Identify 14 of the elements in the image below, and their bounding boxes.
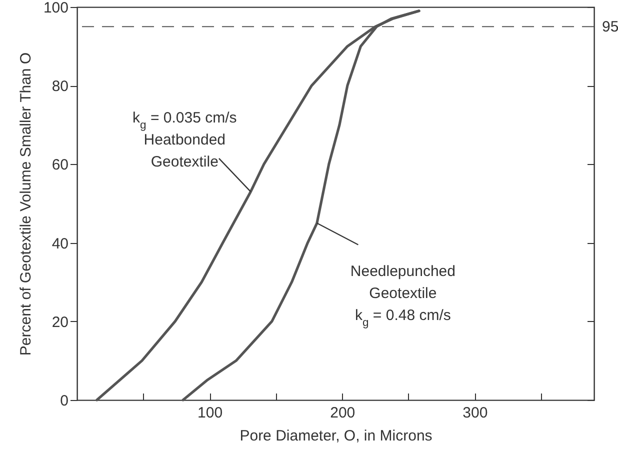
x-tick-label: 200 (330, 404, 356, 422)
ref-line-label: 95 (602, 18, 618, 36)
y-tick-label: 80 (52, 78, 68, 96)
y-tick-label: 20 (52, 314, 68, 331)
y-axis-title: Percent of Geotextile Volume Smaller Than O (17, 52, 34, 356)
x-tick-label: 300 (462, 404, 488, 422)
annotation: Needlepunched Geotextile k$_{g}$ = 0.48 cm/s (350, 263, 456, 330)
y-tick-label: 0 (60, 392, 68, 410)
x-tick-label: 100 (198, 404, 223, 422)
x-axis-title: Pore Diameter, O, in Microns (240, 428, 432, 444)
y-tick-label: 60 (52, 156, 68, 174)
y-tick-label: 40 (52, 235, 68, 252)
y-tick-label: 100 (43, 0, 68, 16)
annotation: k$_{g}$ = 0.035 cm/s Heatbonded Geotextile (132, 110, 237, 171)
